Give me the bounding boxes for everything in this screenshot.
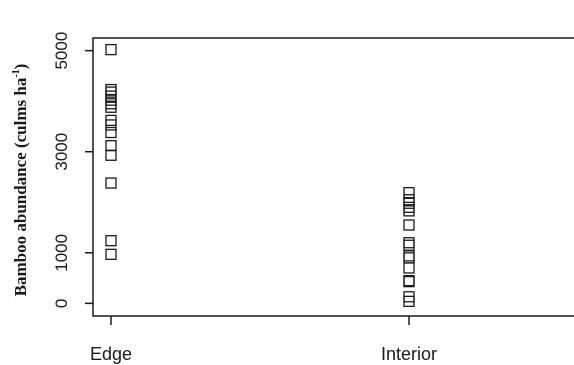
data-point [105,101,117,113]
y-tick-label: 1000 [52,234,71,272]
data-point [105,248,117,260]
data-point [403,237,415,249]
data-point [105,43,117,56]
data-point [105,149,117,161]
data-point [403,275,415,288]
y-tick-label: 0 [52,299,71,308]
data-point [105,98,117,110]
x-category-label: Interior [381,344,437,364]
data-point [105,235,117,247]
y-axis-label: Bamboo abundance (culms ha-1) [11,64,30,297]
data-point [105,90,117,102]
data-point [403,219,415,231]
data-point [403,205,415,217]
x-axis: Edge Interior [90,316,437,364]
data-point [403,262,415,274]
data-point [105,177,117,189]
data-point [403,194,415,206]
data-point [403,239,415,251]
y-axis: 0 1000 3000 5000 [52,32,93,308]
data-point [403,201,415,213]
y-tick-label: 5000 [52,32,71,70]
data-point [403,295,415,307]
data-point [105,83,117,96]
data-point [403,197,415,209]
plot-box [92,37,574,317]
data-points [105,43,415,307]
data-point [105,119,117,131]
data-point [105,140,117,152]
data-point [403,187,415,199]
x-category-label: Edge [90,344,132,364]
y-tick-label: 3000 [52,133,71,171]
data-point [105,126,117,139]
